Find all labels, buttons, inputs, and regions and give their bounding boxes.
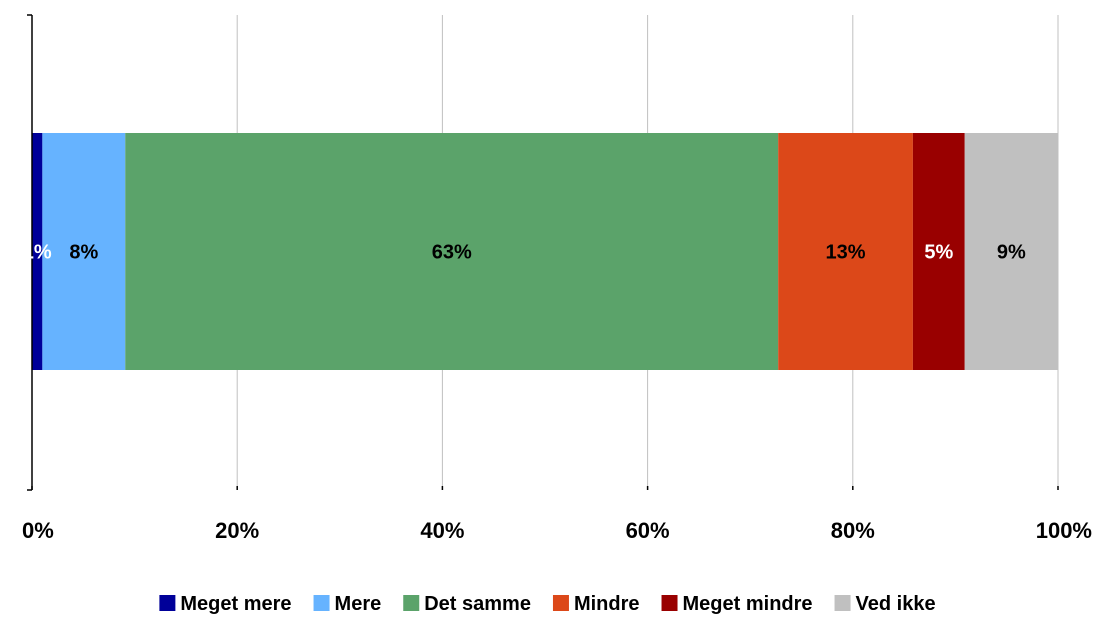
legend-swatch (403, 595, 420, 611)
x-tick-label: 80% (831, 518, 875, 543)
legend-label: Ved ikke (856, 593, 936, 615)
bar-segment-det-samme (125, 133, 779, 370)
x-tick-label: 40% (420, 518, 464, 543)
legend-label: Mere (335, 593, 382, 615)
legend-swatch (159, 595, 176, 611)
bar-segments (32, 133, 1058, 370)
data-label: 9% (997, 242, 1026, 264)
x-tick-label: 60% (626, 518, 670, 543)
data-labels: 1% 8% 63% 13% 5% 9% (23, 242, 1026, 264)
data-label: 5% (924, 242, 953, 264)
data-label: 63% (432, 242, 472, 264)
x-tick-label: 20% (215, 518, 259, 543)
data-label: 8% (69, 242, 98, 264)
legend-swatch (313, 595, 330, 611)
legend-swatch (834, 595, 851, 611)
bar-segment-mere (42, 133, 126, 370)
legend-label: Meget mindre (683, 593, 813, 615)
data-label: 1% (23, 242, 52, 264)
bar-segment-mindre (778, 133, 913, 370)
data-label: 13% (826, 242, 866, 264)
bar-segment-meget-mere (32, 133, 43, 370)
legend-label: Mindre (574, 593, 640, 615)
bar-segment-ved-ikke (964, 133, 1058, 370)
legend-swatch (661, 595, 678, 611)
legend-label: Meget mere (180, 593, 291, 615)
x-tick-label: 100% (1036, 518, 1092, 543)
legend-label: Det samme (424, 593, 531, 615)
legend-swatch (552, 595, 569, 611)
x-tick-label: 0% (22, 518, 54, 543)
legend: Meget mere Mere Det samme Mindre Meget mindr… (159, 593, 936, 615)
x-axis-ticks: 0% 20% 40% 60% 80% 100% (22, 14, 1092, 543)
bar-segment-meget-mindre (912, 133, 965, 370)
